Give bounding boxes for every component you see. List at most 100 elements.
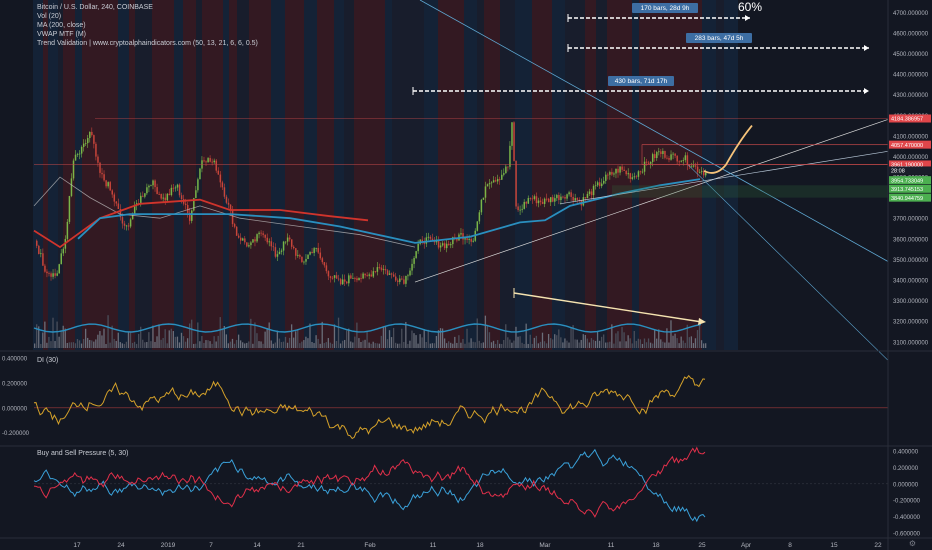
candle-body: [170, 187, 173, 196]
candle-body: [537, 200, 540, 204]
candle-body: [301, 256, 303, 262]
candle-body: [362, 273, 364, 279]
volume-bar: [297, 329, 299, 348]
volume-bar: [574, 339, 576, 348]
candle-body: [470, 238, 472, 242]
volume-bar: [331, 343, 334, 348]
arrow-head: [864, 45, 869, 51]
candle-body: [166, 193, 169, 201]
candle-body: [272, 246, 275, 248]
volume-bar: [244, 343, 246, 348]
candle-body: [97, 156, 99, 163]
volume-bar: [319, 343, 321, 348]
candle-body: [660, 151, 662, 154]
candle-body: [70, 178, 73, 196]
candle-body: [111, 190, 114, 195]
candle-body: [670, 154, 672, 160]
y-tick-label: 4700.000000: [893, 11, 929, 17]
volume-bar: [354, 336, 356, 348]
candle-body: [286, 237, 289, 242]
candle-body: [154, 180, 156, 188]
candle-body: [172, 187, 175, 189]
volume-bar: [203, 342, 205, 348]
candle-body: [99, 162, 101, 173]
candle-body: [417, 243, 419, 252]
candle-body: [411, 263, 413, 271]
volume-bar: [484, 315, 487, 348]
band: [532, 0, 548, 350]
band: [424, 0, 438, 350]
candle-body: [592, 185, 595, 196]
volume-bar: [531, 343, 533, 348]
volume-bar: [403, 341, 405, 348]
volume-bar: [700, 340, 703, 348]
candle-body: [499, 178, 501, 180]
volume-bar: [307, 338, 309, 348]
candle-body: [219, 174, 222, 183]
band: [334, 0, 344, 350]
candle-body: [107, 182, 109, 187]
volume-bar: [523, 343, 525, 348]
volume-bar: [539, 341, 542, 348]
volume-bar: [113, 338, 115, 348]
di-pane[interactable]: [33, 374, 888, 440]
volume-bar: [189, 323, 191, 348]
volume-bar: [207, 340, 209, 348]
di-tick-label: 0.200000: [2, 382, 28, 388]
volume-bar: [476, 318, 478, 348]
volume-bar: [452, 343, 454, 348]
volume-bar: [611, 324, 613, 348]
volume-bar: [680, 336, 682, 348]
candle-body: [84, 143, 87, 144]
volume-bar: [478, 340, 480, 348]
volume-bar: [519, 336, 521, 348]
volume-bar: [660, 339, 662, 348]
candle-body: [282, 241, 285, 251]
volume-bar: [535, 335, 538, 348]
candle-body: [101, 172, 103, 175]
volume-bar: [411, 330, 413, 348]
candle-body: [366, 275, 368, 277]
volume-bar: [213, 336, 215, 348]
gear-icon[interactable]: ⚙: [908, 539, 916, 548]
volume-bar: [668, 342, 670, 348]
candle-body: [109, 182, 111, 191]
volume-bar: [148, 332, 150, 348]
candle-body: [303, 261, 305, 263]
candle-body: [50, 273, 52, 277]
volume-bar: [641, 343, 644, 348]
candle-body: [278, 251, 281, 255]
price-pane[interactable]: 170 bars, 28d 9h 283 bars, 47d 5h 430 bars…: [33, 0, 889, 361]
volume-bar: [180, 332, 183, 348]
candle-body: [215, 160, 218, 171]
volume-bar: [211, 343, 213, 348]
volume-bar: [394, 342, 397, 348]
candle-body: [700, 171, 703, 173]
volume-bar: [36, 324, 38, 348]
volume-bar: [209, 341, 211, 348]
candle-body: [360, 278, 362, 279]
volume-bar: [676, 338, 678, 348]
band: [300, 0, 304, 350]
volume-bar: [356, 322, 358, 348]
pressure-pane[interactable]: [33, 446, 888, 523]
candle-body: [156, 187, 158, 194]
candle-body: [78, 153, 81, 155]
candle-body: [288, 237, 291, 240]
candle-body: [698, 172, 701, 173]
x-tick-label: 2019: [161, 542, 176, 549]
volume-bar: [651, 343, 654, 348]
volume-bar: [525, 323, 527, 348]
volume-bar: [507, 337, 509, 348]
band: [75, 0, 82, 350]
trendline-support: [414, 119, 889, 283]
volume-bar: [129, 332, 132, 348]
candle-body: [702, 171, 705, 176]
legend-vwap: VWAP MTF (M): [37, 31, 86, 38]
candle-body: [131, 213, 134, 220]
volume-bar: [615, 333, 617, 348]
volume-bar: [62, 325, 64, 348]
volume-bar: [419, 334, 421, 348]
volume-bar: [164, 329, 166, 348]
